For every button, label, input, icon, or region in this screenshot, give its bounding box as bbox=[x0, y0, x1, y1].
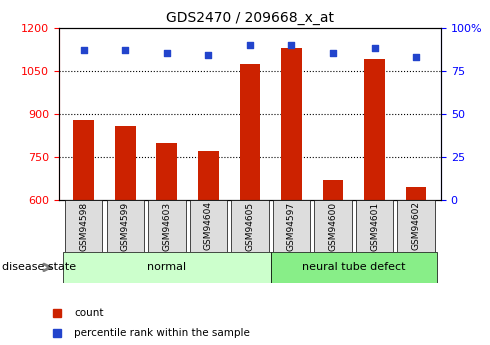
Bar bbox=[231, 200, 269, 252]
Point bbox=[329, 51, 337, 56]
Text: GSM94600: GSM94600 bbox=[328, 201, 338, 250]
Bar bbox=[406, 187, 426, 200]
Bar bbox=[115, 126, 136, 200]
Text: GSM94598: GSM94598 bbox=[79, 201, 88, 250]
Text: count: count bbox=[74, 308, 103, 317]
Point bbox=[246, 42, 254, 48]
Bar bbox=[273, 200, 310, 252]
Bar bbox=[281, 48, 302, 200]
Bar bbox=[240, 65, 260, 200]
Text: normal: normal bbox=[147, 263, 186, 272]
Text: GSM94599: GSM94599 bbox=[121, 201, 130, 250]
Text: GSM94603: GSM94603 bbox=[162, 201, 171, 250]
Point bbox=[122, 47, 129, 53]
Point bbox=[288, 42, 295, 48]
Bar bbox=[190, 200, 227, 252]
Point bbox=[204, 52, 212, 58]
Bar bbox=[74, 120, 94, 200]
Point bbox=[163, 51, 171, 56]
Bar bbox=[322, 180, 343, 200]
Text: disease state: disease state bbox=[2, 263, 76, 272]
Bar bbox=[364, 59, 385, 200]
Bar bbox=[397, 200, 435, 252]
Bar bbox=[156, 142, 177, 200]
Bar bbox=[356, 200, 393, 252]
Text: GSM94604: GSM94604 bbox=[204, 201, 213, 250]
Bar bbox=[148, 200, 186, 252]
Text: percentile rank within the sample: percentile rank within the sample bbox=[74, 328, 250, 338]
Bar bbox=[65, 200, 102, 252]
Point bbox=[412, 54, 420, 60]
Bar bbox=[63, 252, 270, 283]
Text: GSM94602: GSM94602 bbox=[412, 201, 420, 250]
Text: GSM94605: GSM94605 bbox=[245, 201, 254, 250]
Point bbox=[370, 46, 378, 51]
Bar bbox=[314, 200, 352, 252]
Title: GDS2470 / 209668_x_at: GDS2470 / 209668_x_at bbox=[166, 11, 334, 25]
Bar bbox=[198, 151, 219, 200]
Bar bbox=[270, 252, 437, 283]
Bar bbox=[107, 200, 144, 252]
Text: GSM94597: GSM94597 bbox=[287, 201, 296, 250]
Point bbox=[80, 47, 88, 53]
Text: neural tube defect: neural tube defect bbox=[302, 263, 406, 272]
Text: GSM94601: GSM94601 bbox=[370, 201, 379, 250]
